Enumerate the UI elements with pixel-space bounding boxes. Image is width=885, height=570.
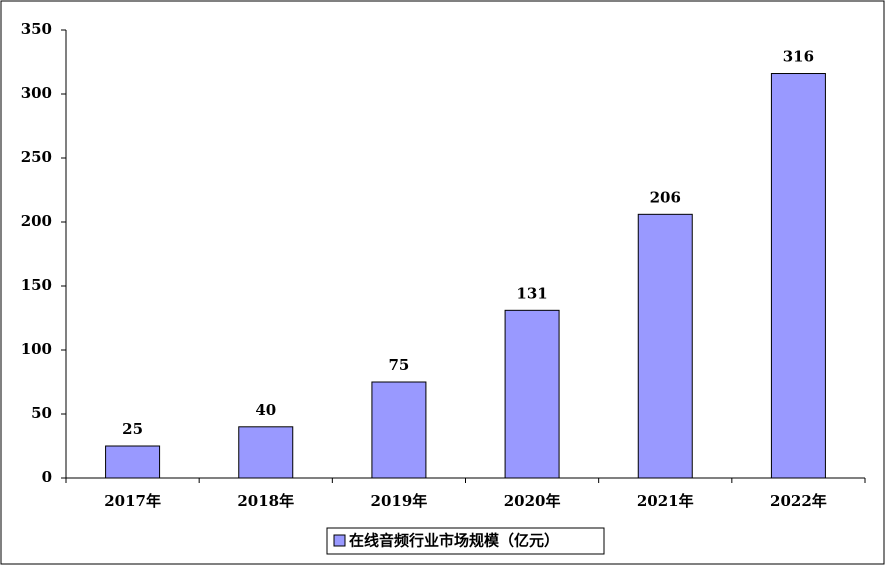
y-tick-label: 300 (21, 84, 52, 102)
data-label: 316 (783, 48, 814, 66)
y-tick-label: 150 (21, 276, 52, 294)
x-tick-label: 2020年 (504, 492, 561, 510)
data-label: 25 (122, 420, 143, 438)
data-label: 40 (255, 401, 276, 419)
y-tick-label: 0 (42, 468, 52, 486)
data-label: 75 (388, 356, 409, 374)
data-label: 206 (650, 188, 681, 206)
bar (238, 426, 294, 479)
bar (637, 213, 693, 479)
bar (504, 309, 560, 479)
x-tick-label: 2021年 (637, 492, 694, 510)
bar (371, 381, 427, 479)
legend-box (326, 527, 605, 555)
x-tick-label: 2017年 (104, 492, 161, 510)
y-tick-label: 200 (21, 212, 52, 230)
y-tick-label: 250 (21, 148, 52, 166)
y-tick-label: 350 (21, 20, 52, 38)
x-tick-label: 2018年 (237, 492, 294, 510)
x-tick-label: 2022年 (770, 492, 827, 510)
y-tick-label: 100 (21, 340, 52, 358)
data-label: 131 (516, 284, 547, 302)
y-tick-label: 50 (31, 404, 52, 422)
legend-label: 在线音频行业市场规模（亿元） (349, 532, 559, 550)
legend-swatch (333, 534, 346, 547)
x-tick-label: 2019年 (371, 492, 428, 510)
bar (770, 73, 826, 479)
bar (105, 445, 161, 479)
